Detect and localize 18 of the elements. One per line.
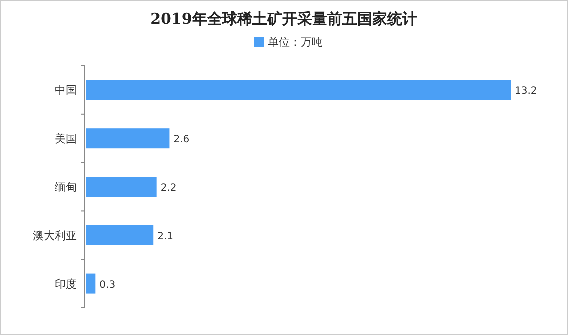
bar	[86, 225, 154, 246]
data-label: 0.3	[100, 280, 116, 291]
y-tick-label: 缅甸	[55, 181, 77, 194]
data-label: 2.1	[158, 231, 174, 242]
bar	[86, 177, 157, 197]
legend: 单位：万吨	[254, 36, 323, 49]
legend-label: 单位：万吨	[268, 36, 323, 49]
y-tick-label: 澳大利亚	[33, 229, 77, 242]
data-label: 2.6	[174, 134, 190, 146]
bar	[86, 80, 511, 100]
data-label: 13.2	[515, 86, 538, 98]
chart-title: 2019年全球稀土矿开采量前五国家统计	[150, 10, 418, 28]
y-tick-label: 美国	[55, 132, 77, 146]
bar	[86, 128, 170, 149]
data-label: 2.2	[160, 183, 177, 194]
y-tick-label: 中国	[55, 84, 77, 98]
bar	[86, 274, 96, 294]
y-tick-label: 印度	[55, 278, 77, 291]
